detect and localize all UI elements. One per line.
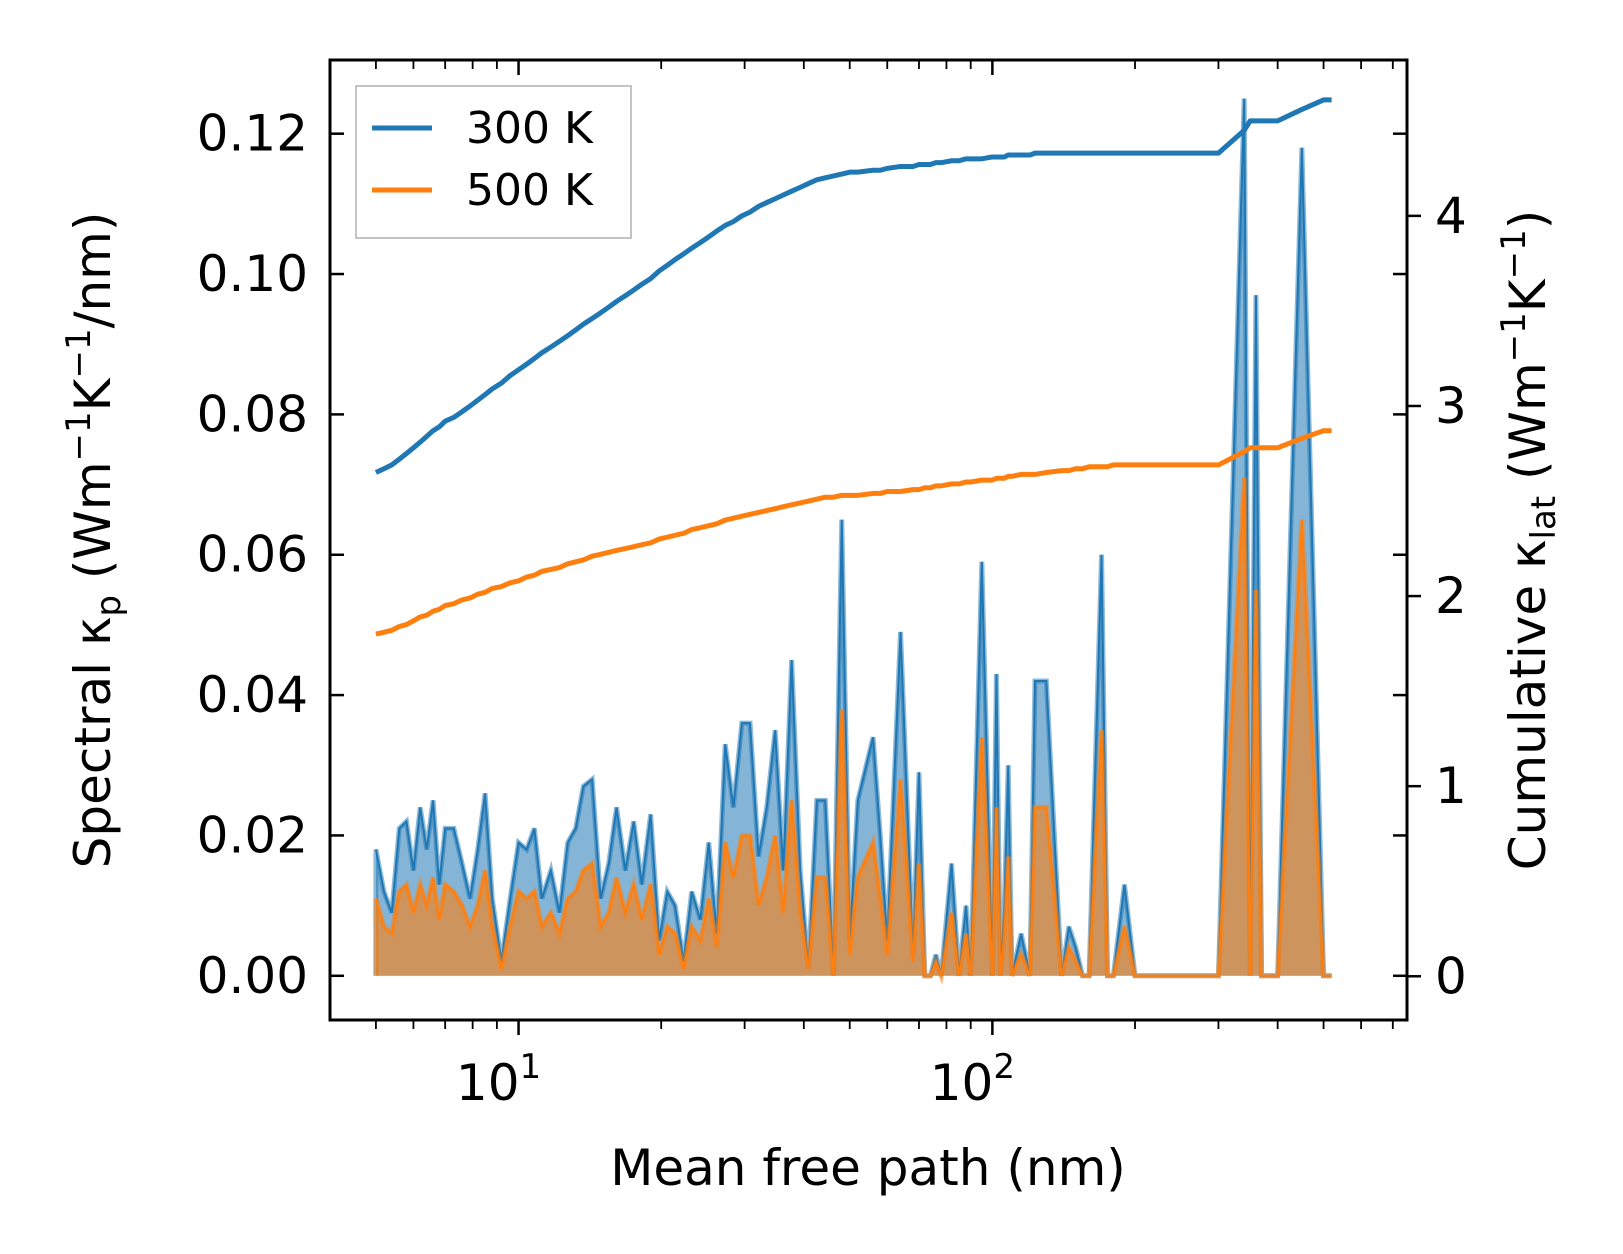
x-tick-base: 10	[456, 1054, 520, 1112]
y-right-label-sub: lat	[1524, 496, 1564, 540]
x-tick-exponent: 1	[520, 1047, 542, 1087]
legend-label-300k: 300 K	[466, 103, 594, 154]
y-left-tick-label: 0.04	[197, 666, 308, 724]
legend-label-500k: 500 K	[466, 165, 594, 216]
x-tick-label: 101	[456, 1047, 541, 1112]
plot-frame	[328, 58, 1409, 1022]
legend: 300 K 500 K	[355, 85, 632, 239]
y-left-label-sub: p	[89, 595, 129, 617]
y-right-tick-label: 2	[1435, 567, 1467, 625]
cumulative-line-300k	[374, 97, 1332, 475]
y-left-label-sup1: −1	[59, 411, 99, 461]
y-right-label-sup1: −1	[1494, 312, 1534, 362]
y-right-tick-label: 3	[1435, 377, 1467, 435]
y-left-tick-label: 0.12	[197, 105, 308, 163]
y-right-label-main: Cumulative κ	[1499, 539, 1557, 870]
cumulative-line-layer	[374, 97, 1332, 637]
y-right-label-sup2: −1	[1494, 229, 1534, 279]
y-right-tick-label: 0	[1435, 947, 1467, 1005]
y-left-tick-label: 0.00	[197, 947, 308, 1005]
legend-box	[355, 85, 632, 239]
y-left-label-unit: (Wm	[64, 461, 122, 595]
spectral-area-layer	[373, 98, 1332, 986]
y-left-label-tail: /nm)	[64, 212, 122, 329]
cumulative-line-500k	[375, 428, 1332, 637]
y-right-tick-label: 1	[1435, 757, 1467, 815]
y-left-tick-label: 0.08	[197, 385, 308, 443]
x-tick-label: 102	[930, 1047, 1015, 1112]
y-right-axis-label: Cumulative κlat (Wm−1K−1)	[1494, 210, 1564, 870]
spectral-line-500k	[374, 477, 1332, 980]
x-tick-base: 10	[930, 1054, 994, 1112]
y-left-label-k: K	[64, 377, 122, 411]
y-right-label-tail: )	[1499, 210, 1557, 230]
y-left-tick-label: 0.10	[197, 245, 308, 303]
y-right-tick-label: 4	[1435, 187, 1467, 245]
y-right-label-unit: (Wm	[1499, 362, 1557, 496]
y-left-label-main: Spectral κ	[64, 617, 122, 869]
x-tick-exponent: 2	[993, 1047, 1015, 1087]
y-left-tick-label: 0.02	[197, 806, 308, 864]
y-right-label-k: K	[1499, 278, 1557, 312]
y-left-tick-label: 0.06	[197, 526, 308, 584]
y-left-axis-label: Spectral κp (Wm−1K−1/nm)	[59, 212, 129, 869]
y-left-label-sup2: −1	[59, 328, 99, 378]
x-axis-label: Mean free path (nm)	[610, 1139, 1126, 1197]
